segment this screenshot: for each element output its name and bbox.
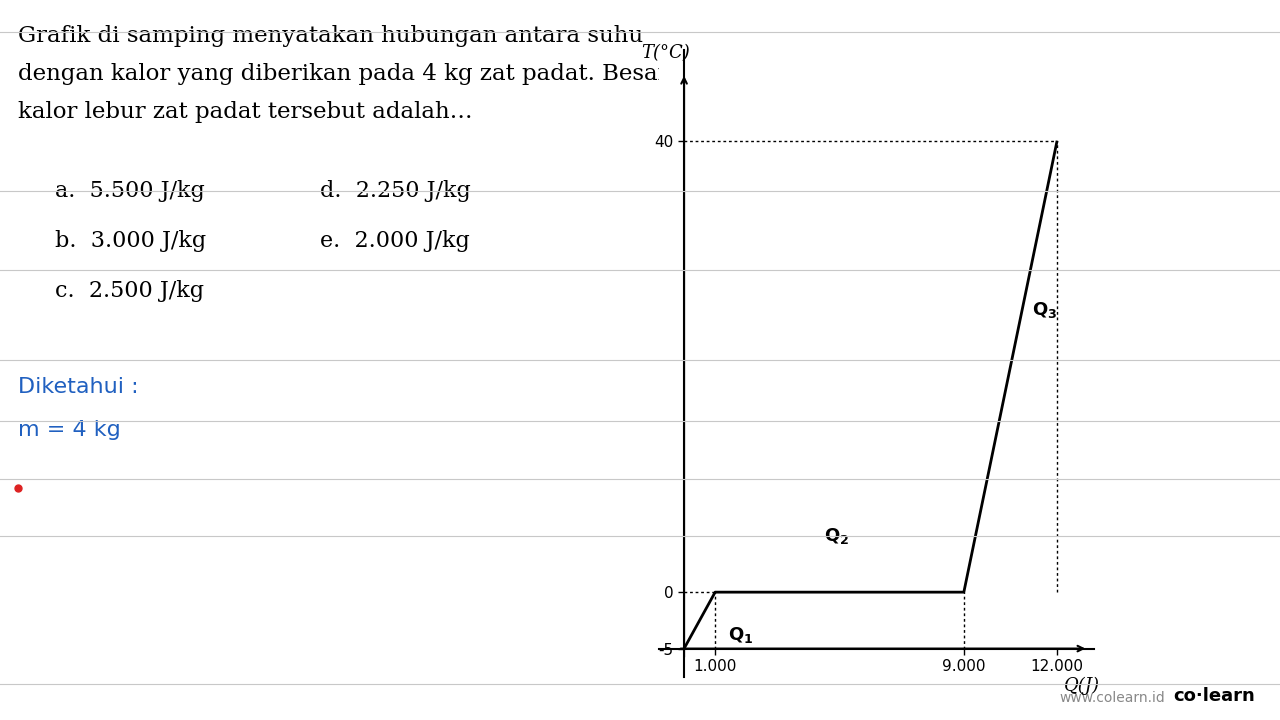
Text: Grafik di samping menyatakan hubungan antara suhu: Grafik di samping menyatakan hubungan an… [18, 25, 643, 47]
Text: b.  3.000 J/kg: b. 3.000 J/kg [55, 230, 206, 252]
Text: Q(J): Q(J) [1064, 677, 1100, 695]
Text: e.  2.000 J/kg: e. 2.000 J/kg [320, 230, 470, 252]
Text: a.  5.500 J/kg: a. 5.500 J/kg [55, 180, 205, 202]
Text: $\mathbf{Q_1}$: $\mathbf{Q_1}$ [727, 625, 753, 645]
Text: $\mathbf{Q_3}$: $\mathbf{Q_3}$ [1032, 300, 1057, 320]
Text: m = 4 kg: m = 4 kg [18, 420, 120, 440]
Text: T(°C): T(°C) [641, 44, 690, 62]
Text: Diketahui :: Diketahui : [18, 377, 138, 397]
Text: co·learn: co·learn [1174, 687, 1254, 705]
Text: $\mathbf{Q_2}$: $\mathbf{Q_2}$ [824, 526, 849, 546]
Text: www.colearn.id: www.colearn.id [1060, 691, 1165, 705]
Text: c.  2.500 J/kg: c. 2.500 J/kg [55, 280, 204, 302]
Text: kalor lebur zat padat tersebut adalah…: kalor lebur zat padat tersebut adalah… [18, 101, 472, 123]
Text: dengan kalor yang diberikan pada 4 kg zat padat. Besar: dengan kalor yang diberikan pada 4 kg za… [18, 63, 668, 85]
Text: d.  2.250 J/kg: d. 2.250 J/kg [320, 180, 471, 202]
